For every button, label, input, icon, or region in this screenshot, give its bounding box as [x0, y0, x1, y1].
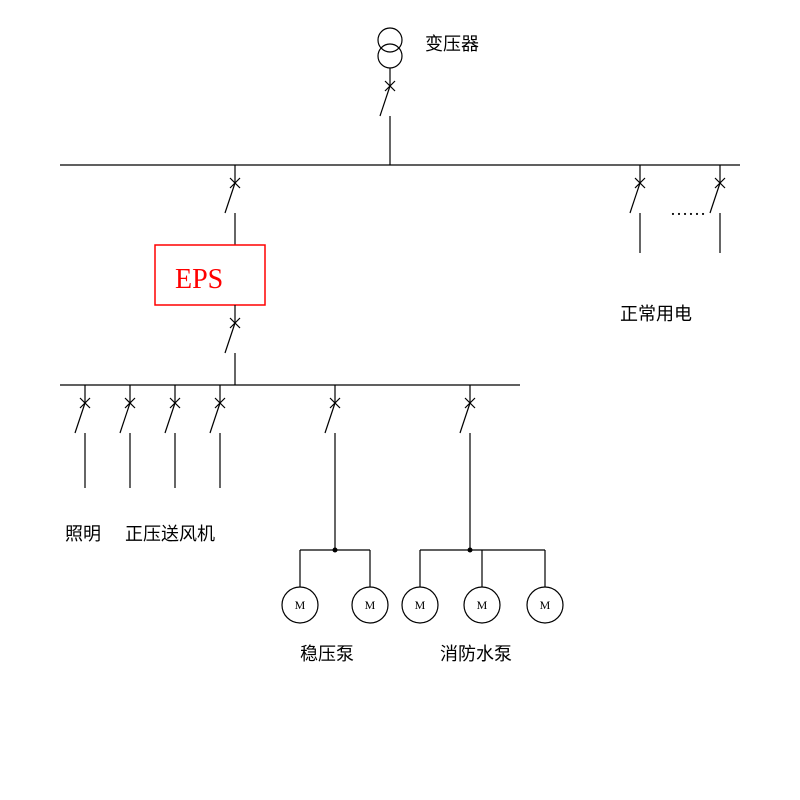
switch-symbol — [380, 68, 395, 165]
transformer-label: 变压器 — [425, 34, 479, 54]
bus1-feeder — [630, 165, 645, 253]
motor-m-label: M — [365, 598, 376, 612]
bus2-feeder — [210, 385, 225, 488]
motor-m-label: M — [477, 598, 488, 612]
normal-power-label: 正常用电 — [620, 304, 692, 324]
motor-m-label: M — [540, 598, 551, 612]
bus1-feeder — [225, 165, 240, 245]
fan-label: 正压送风机 — [125, 524, 215, 544]
switch-symbol — [75, 385, 90, 488]
bus2-feeder — [75, 385, 90, 488]
switch-symbol — [210, 385, 225, 488]
booster_pump-label: 稳压泵 — [300, 644, 354, 664]
switch-symbol — [710, 165, 725, 253]
switch-symbol — [630, 165, 645, 253]
motor-m-label: M — [415, 598, 426, 612]
switch-symbol — [325, 385, 340, 550]
transformer-symbol: 变压器 — [378, 28, 479, 68]
switch-symbol — [225, 165, 240, 245]
switch-symbol — [165, 385, 180, 488]
ellipsis-label: …… — [670, 199, 706, 219]
pump-group: M M 稳压泵 — [282, 385, 388, 664]
bus2-feeder — [165, 385, 180, 488]
eps-label: EPS — [175, 264, 223, 295]
lighting-label: 照明 — [65, 524, 101, 544]
switch-symbol — [225, 305, 240, 385]
pump-group: M M M 消防水泵 — [402, 385, 563, 664]
motor-m-label: M — [295, 598, 306, 612]
bus1-feeder — [710, 165, 725, 253]
switch-symbol — [460, 385, 475, 550]
switch-symbol — [120, 385, 135, 488]
bus2-feeder — [120, 385, 135, 488]
fire_pump-label: 消防水泵 — [440, 644, 512, 664]
